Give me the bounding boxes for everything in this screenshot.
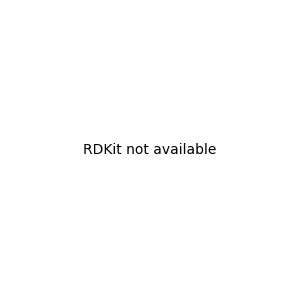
Text: RDKit not available: RDKit not available [83, 143, 217, 157]
